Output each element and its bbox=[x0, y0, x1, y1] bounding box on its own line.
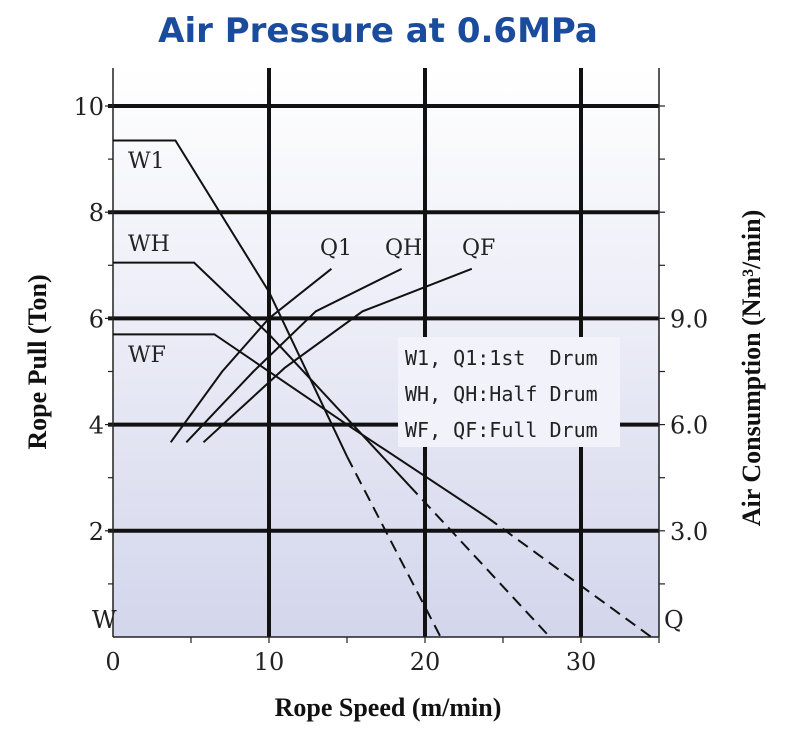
y2-axis-title: Air Consumption (Nm³/min) bbox=[737, 210, 766, 526]
x-tick-label: 30 bbox=[566, 648, 597, 676]
y-tick-label: 10 bbox=[73, 93, 104, 121]
label-WH: WH bbox=[128, 232, 170, 257]
y-tick-label: 4 bbox=[89, 412, 104, 440]
curve-labels: W1 WH WF Q1 QH QF bbox=[128, 149, 495, 368]
curves bbox=[113, 139, 652, 638]
legend-note: W1, Q1:1st Drum WH, QH:Half Drum WF, QF:… bbox=[398, 337, 620, 447]
label-QF: QF bbox=[462, 236, 495, 261]
label-W1: W1 bbox=[128, 149, 165, 174]
series-W1-line bbox=[113, 139, 348, 457]
series-QH-line bbox=[185, 267, 403, 443]
y-axis-title: Rope Pull (Ton) bbox=[23, 274, 52, 449]
series-W1-dashed-line bbox=[346, 455, 442, 638]
series-WH-dashed-line bbox=[408, 484, 551, 638]
x-tick-label: 20 bbox=[410, 648, 441, 676]
chart-title: Air Pressure at 0.6MPa bbox=[158, 11, 598, 51]
legend-background bbox=[398, 337, 620, 447]
label-QH: QH bbox=[385, 236, 422, 261]
x-tick-label: 0 bbox=[105, 648, 120, 676]
series-WF-dashed-line bbox=[486, 516, 652, 638]
x-axis-title: Rope Speed (m/min) bbox=[275, 693, 502, 722]
series-Q1-line bbox=[169, 268, 333, 443]
series-QF-line bbox=[202, 267, 473, 444]
y2-tick-label: 3.0 bbox=[670, 518, 708, 546]
axes bbox=[105, 68, 665, 643]
legend-line-3: WF, QF:Full Drum bbox=[405, 418, 598, 442]
y-tick-label: 2 bbox=[89, 518, 104, 546]
y2-tick-label: 9.0 bbox=[670, 305, 708, 333]
y-tick-label: 6 bbox=[89, 305, 104, 333]
series-WF-line bbox=[113, 333, 488, 519]
corner-label-w: W bbox=[92, 606, 117, 634]
label-WF: WF bbox=[128, 343, 166, 368]
x-tick-label: 10 bbox=[254, 648, 285, 676]
label-Q1: Q1 bbox=[320, 236, 352, 261]
tick-labels: 0 10 20 30 2 4 6 8 10 3.0 6.0 9.0 bbox=[73, 93, 708, 676]
corner-label-q: Q bbox=[664, 606, 684, 634]
legend-line-1: W1, Q1:1st Drum bbox=[405, 346, 598, 370]
y2-tick-label: 6.0 bbox=[670, 412, 708, 440]
legend-line-2: WH, QH:Half Drum bbox=[405, 382, 598, 406]
series-WH-line bbox=[113, 261, 411, 487]
y-tick-label: 8 bbox=[89, 199, 104, 227]
